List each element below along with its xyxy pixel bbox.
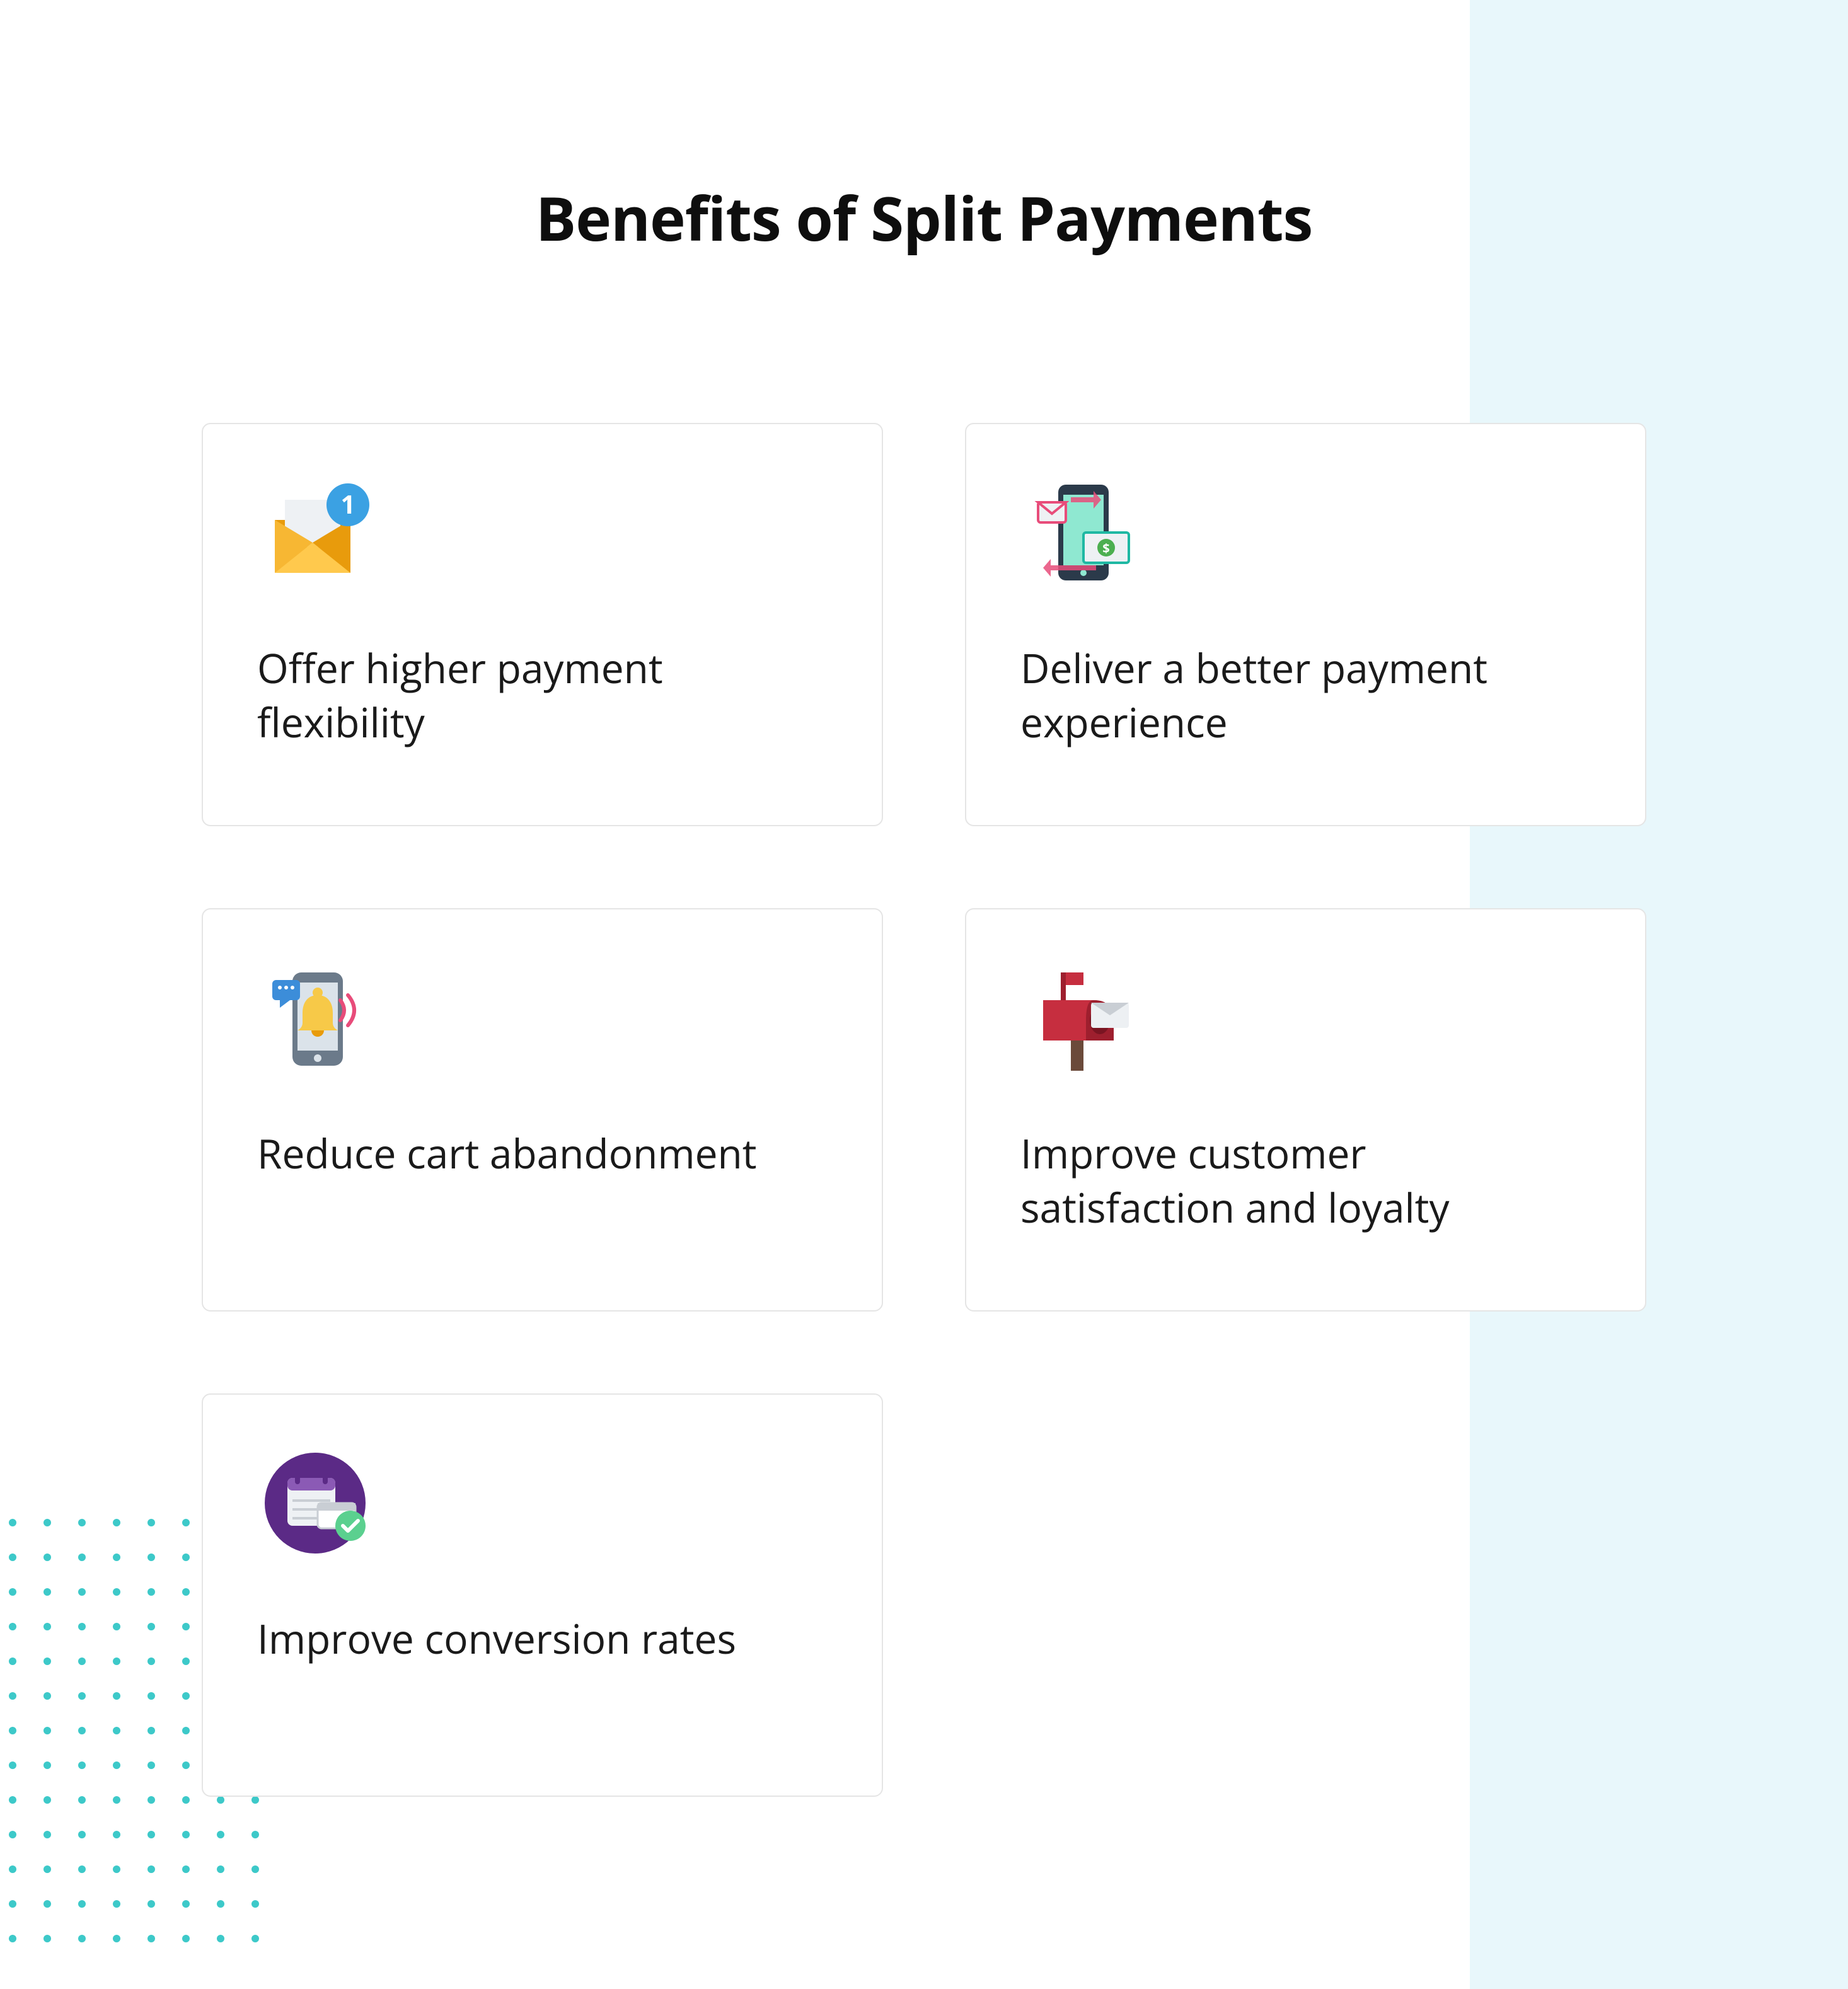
phone-bell-icon bbox=[257, 957, 383, 1083]
benefit-card-experience: $ Deliver a better payment experience bbox=[965, 423, 1646, 826]
benefit-label: Reduce cart abandonment bbox=[257, 1126, 828, 1180]
benefit-label: Deliver a better payment experience bbox=[1020, 641, 1591, 750]
benefit-label: Improve customer satisfaction and loyalt… bbox=[1020, 1126, 1591, 1235]
calendar-check-icon bbox=[257, 1443, 383, 1569]
benefit-label: Offer higher payment flexibility bbox=[257, 641, 828, 750]
benefit-label: Improve conversion rates bbox=[257, 1611, 828, 1666]
benefit-card-loyalty: Improve customer satisfaction and loyalt… bbox=[965, 908, 1646, 1312]
benefits-grid: 1 Offer higher payment flexibility $ bbox=[202, 423, 1646, 1797]
page-title: Benefits of Split Payments bbox=[202, 176, 1646, 259]
envelope-notification-icon: 1 bbox=[257, 472, 383, 598]
infographic-container: Benefits of Split Payments 1 Offer highe… bbox=[0, 0, 1848, 1797]
benefit-card-conversion: Improve conversion rates bbox=[202, 1393, 883, 1797]
benefit-card-flexibility: 1 Offer higher payment flexibility bbox=[202, 423, 883, 826]
phone-transactions-icon: $ bbox=[1020, 472, 1146, 598]
mailbox-icon bbox=[1020, 957, 1146, 1083]
svg-text:1: 1 bbox=[341, 487, 355, 521]
svg-text:$: $ bbox=[1102, 539, 1109, 556]
benefit-card-abandonment: Reduce cart abandonment bbox=[202, 908, 883, 1312]
